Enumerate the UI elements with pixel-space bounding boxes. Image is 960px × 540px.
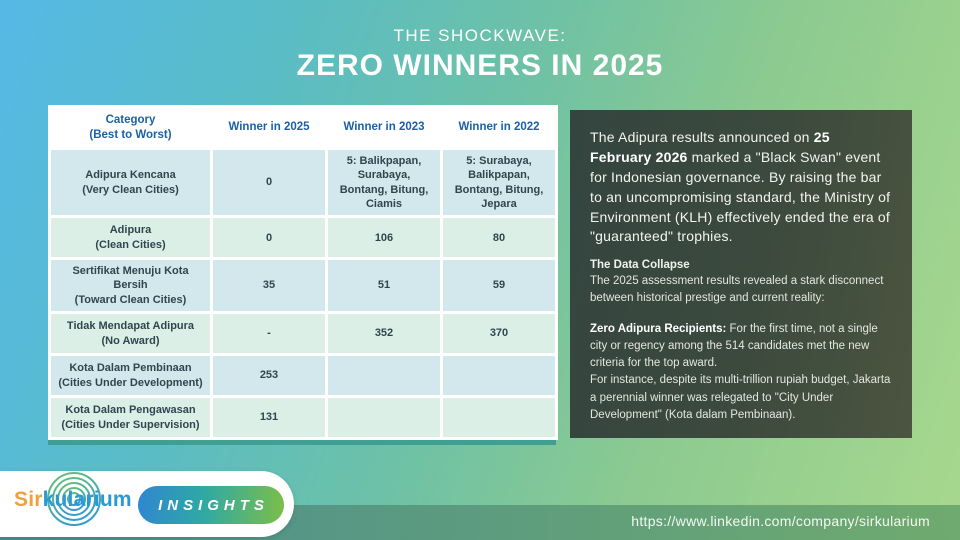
award-table: Category (Best to Worst) Winner in 2025 … — [48, 105, 558, 446]
winner-2025-cell: 253 — [210, 353, 328, 399]
category-cell: Sertifikat Menuju Kota Bersih (Toward Cle… — [48, 257, 213, 315]
table-body: Adipura Kencana (Very Clean Cities) 0 5: Ba… — [48, 146, 558, 441]
winner-2022-cell: 80 — [440, 215, 558, 261]
sirkularium-logo: Sirkularium — [14, 488, 132, 512]
winner-2025-cell: - — [210, 311, 328, 357]
winner-2022-cell: 370 — [440, 311, 558, 357]
panel-section-body: The 2025 assessment results revealed a s… — [590, 275, 884, 304]
panel-detail: Zero Adipura Recipients: For the first t… — [590, 322, 891, 421]
category-cell: Kota Dalam Pengawasan (Cities Under Super… — [48, 395, 213, 441]
winner-2022-cell: 5: Surabaya, Balikpapan, Bontang, Bitung… — [440, 146, 558, 219]
category-cell: Tidak Mendapat Adipura (No Award) — [48, 311, 213, 357]
winner-2025-cell: 0 — [210, 146, 328, 219]
insights-badge: INSIGHTS — [138, 486, 284, 524]
panel-intro: The Adipura results announced on 25 Febr… — [590, 129, 891, 245]
winner-2023-cell: 51 — [325, 257, 443, 315]
winner-2025-cell: 131 — [210, 395, 328, 441]
table-row: Adipura Kencana (Very Clean Cities) 0 5: Ba… — [48, 146, 558, 219]
winner-2025-cell: 35 — [210, 257, 328, 315]
title-block: THE SHOCKWAVE: ZERO WINNERS IN 2025 — [0, 26, 960, 83]
table-row: Tidak Mendapat Adipura (No Award) -352 370 — [48, 311, 558, 357]
header-winner-2022: Winner in 2022 — [440, 105, 558, 150]
table-row: Kota Dalam Pembinaan (Cities Under Develo… — [48, 353, 558, 399]
winner-2022-cell — [440, 395, 558, 441]
logo-text-suffix: kularium — [42, 488, 132, 511]
category-cell: Adipura Kencana (Very Clean Cities) — [48, 146, 213, 219]
header-winner-2023: Winner in 2023 — [325, 105, 443, 150]
winner-2023-cell: 5: Balikpapan, Surabaya, Bontang, Bitung… — [325, 146, 443, 219]
commentary-panel: The Adipura results announced on 25 Febr… — [570, 110, 912, 438]
brand-card: Sirkularium INSIGHTS — [0, 471, 294, 537]
table-row: Kota Dalam Pengawasan (Cities Under Super… — [48, 395, 558, 441]
insights-badge-label: INSIGHTS — [158, 496, 269, 514]
table-row: Adipura (Clean Cities) 0 106 80 — [48, 215, 558, 261]
panel-section-heading: The Data Collapse — [590, 259, 690, 272]
winner-2023-cell: 106 — [325, 215, 443, 261]
linkedin-url[interactable]: https://www.linkedin.com/company/sirkula… — [631, 513, 930, 529]
winner-2023-cell — [325, 395, 443, 441]
logo-text-prefix: Sir — [14, 488, 43, 511]
table-header-row: Category (Best to Worst) Winner in 2025 … — [48, 105, 558, 150]
winner-2022-cell — [440, 353, 558, 399]
slide-title: ZERO WINNERS IN 2025 — [296, 49, 664, 82]
winner-2025-cell: 0 — [210, 215, 328, 261]
header-winner-2025: Winner in 2025 — [210, 105, 328, 150]
category-cell: Adipura (Clean Cities) — [48, 215, 213, 261]
header-category: Category (Best to Worst) — [48, 105, 213, 150]
category-cell: Kota Dalam Pembinaan (Cities Under Develo… — [48, 353, 213, 399]
slide-kicker: THE SHOCKWAVE: — [393, 26, 567, 45]
winner-2023-cell — [325, 353, 443, 399]
winner-2023-cell: 352 — [325, 311, 443, 357]
winner-2022-cell: 59 — [440, 257, 558, 315]
table-row: Sertifikat Menuju Kota Bersih (Toward Cle… — [48, 257, 558, 315]
ripple-rings-icon — [47, 472, 101, 526]
